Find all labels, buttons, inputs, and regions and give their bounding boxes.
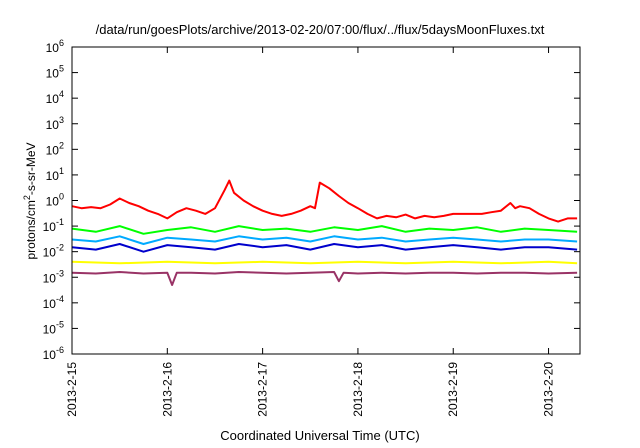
series-line-0	[71, 179, 578, 223]
plot-frame	[71, 46, 581, 355]
series-line-2	[71, 235, 578, 245]
y-tick-label: 10-5	[43, 319, 64, 336]
y-tick-label: 101	[46, 166, 64, 183]
y-tick-label: 10-6	[43, 345, 64, 362]
x-tick-label: 2013-2-16	[160, 362, 174, 417]
x-tick-label: 2013-2-15	[65, 362, 79, 417]
y-axis-label-sup: 2	[22, 195, 32, 200]
series-line-1	[71, 225, 578, 235]
series-line-3	[71, 243, 578, 253]
y-tick-label: 105	[46, 64, 64, 81]
y-tick-label: 106	[46, 38, 64, 55]
x-axis-label: Coordinated Universal Time (UTC)	[220, 428, 420, 443]
y-tick-label: 100	[46, 192, 64, 209]
y-tick-label: 10-2	[43, 243, 64, 260]
y-tick-label: 103	[46, 115, 64, 132]
y-tick-label: 10-1	[43, 217, 64, 234]
y-tick-label: 102	[46, 140, 64, 157]
y-tick-label: 10-4	[43, 294, 64, 311]
y-tick-label: 104	[46, 89, 64, 106]
y-axis-label: protons/cm2-s-sr-MeV	[22, 142, 38, 259]
x-tick-label: 2013-2-19	[446, 362, 460, 417]
chart-title: /data/run/goesPlots/archive/2013-02-20/0…	[95, 22, 545, 37]
x-tick-label: 2013-2-17	[256, 362, 270, 417]
y-axis-label-pre: protons/cm	[24, 200, 38, 259]
y-tick-label: 10-3	[43, 268, 64, 285]
series-line-4	[71, 260, 578, 265]
y-axis-ticks: 106 105 104 103 102 101 100 10-1 10-2 10-3 10-4 10-…	[43, 38, 580, 362]
series-line-5	[71, 271, 578, 286]
x-tick-label: 2013-2-18	[351, 362, 365, 417]
series-layer	[71, 179, 578, 286]
x-axis-ticks: 2013-2-15 2013-2-16 2013-2-17 2013-2-18 2013…	[65, 47, 556, 417]
x-tick-label: 2013-2-20	[542, 362, 556, 417]
y-axis-label-post: -s-sr-MeV	[24, 142, 38, 195]
